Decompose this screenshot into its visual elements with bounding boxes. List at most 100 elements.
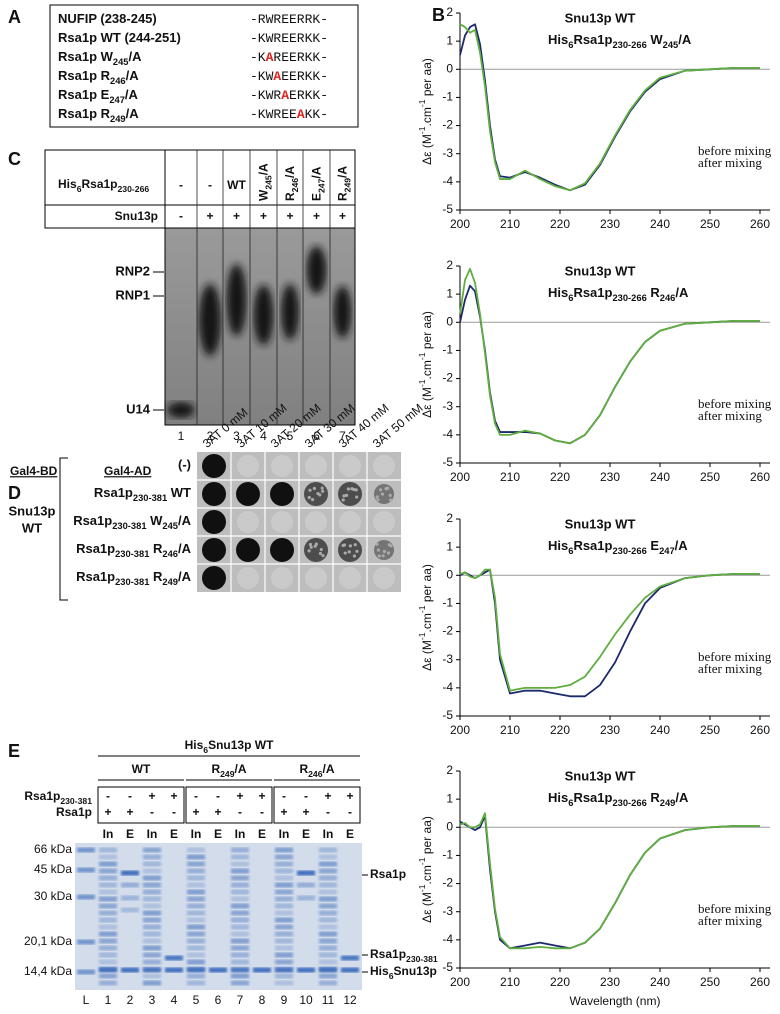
speckle	[380, 492, 385, 496]
x-tick-label: 210	[500, 975, 520, 989]
text-part: WT	[227, 178, 246, 192]
protein-band	[99, 882, 117, 888]
protein-band	[143, 967, 161, 973]
x-axis-label: Wavelength (nm)	[570, 994, 661, 1008]
protein-band	[99, 980, 117, 986]
lane-number: 12	[343, 993, 357, 1007]
text-part: 245	[162, 521, 178, 531]
protein-band	[99, 952, 117, 958]
text-part: Rsa1p	[94, 485, 133, 500]
protein-band	[143, 868, 161, 874]
text-part: /A	[126, 106, 140, 121]
protein-band	[121, 895, 139, 901]
text-part: 230-381	[112, 521, 146, 531]
text-part: /A	[125, 87, 139, 102]
protein-band	[143, 931, 161, 937]
speckle	[346, 487, 351, 491]
protein-band	[187, 952, 205, 958]
protein-band	[319, 868, 337, 874]
protein-band	[187, 903, 205, 909]
lane-snu13p: +	[206, 209, 213, 223]
speckle	[348, 544, 352, 548]
sequence: -KWRAERKK-	[250, 88, 328, 103]
sign: -	[238, 805, 242, 819]
text-part: Rsa1p WT (244-251)	[58, 30, 181, 45]
speckle	[343, 551, 347, 555]
text-part: 6	[568, 546, 573, 556]
legend-entry: after mixing	[698, 155, 762, 170]
speckle	[312, 486, 317, 491]
text-part: Rsa1p E	[58, 87, 110, 102]
protein-band	[99, 931, 117, 937]
text-part: 249	[162, 577, 178, 587]
lane-number: 6	[215, 993, 222, 1007]
x-tick-label: 240	[650, 470, 670, 484]
x-tick-label: 200	[450, 723, 470, 737]
protein-band	[77, 969, 95, 975]
speckle	[314, 542, 318, 546]
lane-number: 4	[260, 429, 267, 443]
text-part: 246	[110, 76, 126, 86]
lane-construct: R249/A	[336, 166, 353, 201]
y-tick-label: 1	[446, 33, 453, 47]
row-label: Snu13p	[115, 209, 158, 223]
text-part: 247	[317, 178, 327, 193]
text-part: WT	[132, 762, 151, 776]
protein-band	[231, 931, 249, 937]
prey-label: Rsa1p230-381 WT	[94, 485, 191, 503]
speckle	[354, 488, 358, 492]
yeast-spot	[237, 567, 259, 589]
protein-band	[231, 903, 249, 909]
marker-label: 45 kDa	[34, 862, 72, 876]
text-part: R	[647, 285, 661, 300]
protein-band	[187, 917, 205, 923]
marker-label: 66 kDa	[34, 842, 72, 856]
text-part: Rsa1p R	[58, 106, 111, 121]
chart-title: Snu13p WT	[565, 263, 636, 278]
protein-band	[143, 861, 161, 867]
text-part: Rsa1p	[370, 867, 406, 881]
protein-band	[275, 903, 293, 909]
text-part: Snu13p	[393, 964, 436, 978]
y-tick-label: -4	[442, 932, 453, 946]
marker-label: 20,1 kDa	[24, 934, 72, 948]
lane-snu13p: +	[339, 209, 346, 223]
speckle	[308, 488, 312, 492]
text-part: KK-	[305, 107, 328, 122]
text-part: His	[548, 790, 568, 805]
gel-band	[333, 286, 352, 338]
lane-snu13p: -	[179, 209, 183, 223]
text-part: A	[297, 107, 305, 122]
protein-band	[231, 967, 249, 973]
protein-band	[297, 895, 315, 901]
prey-label: Rsa1p230-381 R249/A	[76, 569, 192, 587]
protein-band	[231, 861, 249, 867]
protein-band	[143, 945, 161, 951]
text-part: 246	[290, 178, 300, 193]
yeast-spot	[202, 566, 226, 590]
y-tick-label: -5	[442, 708, 453, 722]
y-tick-label: -2	[442, 371, 453, 385]
row-label: His6Rsa1p230-266	[58, 177, 149, 194]
protein-band	[275, 861, 293, 867]
text-part: R	[283, 192, 297, 201]
speckle	[381, 554, 385, 558]
protein-band	[187, 847, 205, 853]
x-tick-label: 200	[450, 975, 470, 989]
sequence: -KAREERKK-	[250, 50, 328, 65]
text-part: W	[257, 189, 271, 201]
x-tick-label: 260	[750, 470, 770, 484]
lane-number: 1	[105, 993, 112, 1007]
sign: -	[128, 789, 132, 803]
text-part: A	[281, 88, 289, 103]
speckle	[309, 545, 313, 549]
yeast-spot	[339, 567, 361, 589]
speckle	[321, 554, 325, 558]
protein-band	[77, 894, 95, 900]
text-part: His	[370, 964, 389, 978]
protein-band	[187, 959, 205, 965]
y-tick-label: -3	[442, 904, 453, 918]
fraction-label: E	[126, 827, 134, 841]
x-tick-label: 250	[700, 217, 720, 231]
x-tick-label: 230	[600, 975, 620, 989]
